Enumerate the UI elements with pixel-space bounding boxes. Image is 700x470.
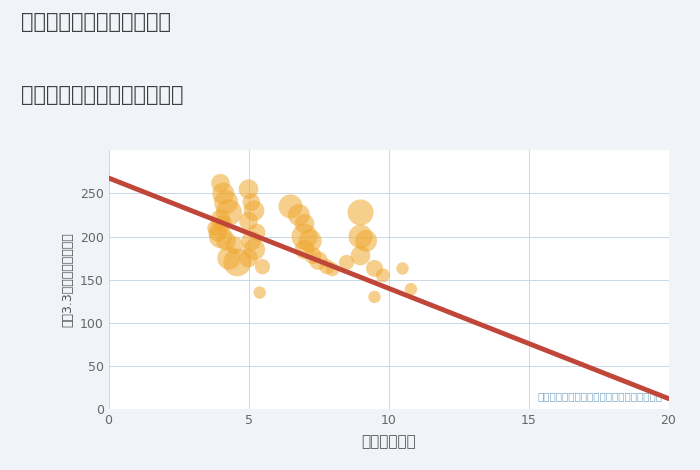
- Point: [405, 285, 416, 293]
- Point: [369, 265, 380, 272]
- Point: [243, 217, 254, 225]
- Point: [313, 257, 324, 265]
- Point: [215, 233, 226, 240]
- Point: [257, 263, 268, 271]
- Point: [209, 224, 220, 232]
- Point: [299, 220, 310, 227]
- Point: [220, 237, 232, 244]
- Point: [355, 233, 366, 240]
- Point: [254, 289, 265, 296]
- Point: [220, 198, 232, 206]
- Point: [218, 190, 229, 197]
- Point: [212, 228, 223, 236]
- Text: 駅距離別中古マンション価格: 駅距離別中古マンション価格: [21, 85, 183, 105]
- Text: 神奈川県横浜市中区扇町の: 神奈川県横浜市中区扇町の: [21, 12, 171, 32]
- Point: [246, 198, 257, 206]
- Point: [293, 212, 304, 219]
- Point: [285, 203, 296, 210]
- Point: [223, 254, 235, 262]
- Point: [232, 258, 243, 266]
- Point: [246, 237, 257, 244]
- Point: [218, 220, 229, 227]
- Point: [299, 233, 310, 240]
- Point: [248, 246, 260, 253]
- Point: [321, 263, 332, 271]
- Point: [377, 272, 388, 279]
- Y-axis label: 坪（3.3㎡）単価（万円）: 坪（3.3㎡）単価（万円）: [61, 232, 74, 327]
- Point: [307, 252, 318, 259]
- Point: [251, 228, 262, 236]
- Point: [299, 246, 310, 253]
- X-axis label: 駅距離（分）: 駅距離（分）: [361, 434, 416, 449]
- Point: [341, 258, 352, 266]
- Point: [304, 237, 316, 244]
- Point: [248, 207, 260, 214]
- Point: [243, 185, 254, 193]
- Point: [355, 209, 366, 216]
- Point: [215, 216, 226, 223]
- Point: [215, 180, 226, 187]
- Point: [360, 237, 372, 244]
- Text: 円の大きさは、取引のあった物件面積を示す: 円の大きさは、取引のあった物件面積を示す: [538, 391, 663, 401]
- Point: [369, 293, 380, 301]
- Point: [397, 265, 408, 272]
- Point: [223, 209, 235, 216]
- Point: [355, 252, 366, 259]
- Point: [327, 266, 338, 273]
- Point: [229, 242, 240, 249]
- Point: [243, 254, 254, 262]
